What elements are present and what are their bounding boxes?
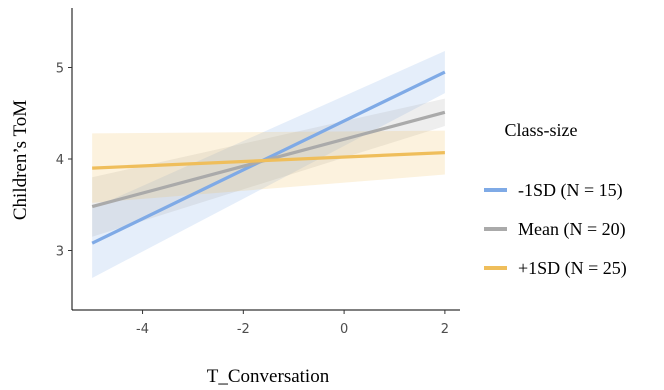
series-line-0 bbox=[91, 70, 446, 245]
confidence-band-1 bbox=[92, 98, 445, 237]
series-line-2 bbox=[92, 150, 445, 170]
y-tick-label: 3 bbox=[56, 245, 64, 260]
legend: -1SD (N = 15) Mean (N = 20) +1SD (N = 25) bbox=[484, 180, 627, 279]
confidence-band-0 bbox=[92, 51, 445, 278]
x-axis-title: T_Conversation bbox=[207, 366, 330, 387]
y-tick-label: 5 bbox=[56, 61, 64, 76]
legend-label-0: -1SD (N = 15) bbox=[518, 180, 623, 201]
x-tick-label: -2 bbox=[237, 322, 250, 337]
legend-label-1: Mean (N = 20) bbox=[518, 219, 626, 240]
x-tick-label: -4 bbox=[136, 322, 149, 337]
series-lines bbox=[91, 70, 446, 245]
x-axis-ticks: -4 -2 0 2 bbox=[136, 310, 449, 337]
confidence-bands bbox=[92, 51, 445, 278]
x-tick-label: 0 bbox=[340, 322, 348, 337]
y-axis-ticks: 3 4 5 bbox=[56, 61, 72, 260]
y-tick-label: 4 bbox=[56, 153, 64, 168]
x-tick-label: 2 bbox=[441, 322, 449, 337]
legend-title: Class-size bbox=[505, 120, 578, 140]
confidence-band-2 bbox=[92, 130, 445, 203]
y-axis-title: Children’s ToM bbox=[10, 100, 31, 220]
legend-label-2: +1SD (N = 25) bbox=[518, 258, 627, 279]
